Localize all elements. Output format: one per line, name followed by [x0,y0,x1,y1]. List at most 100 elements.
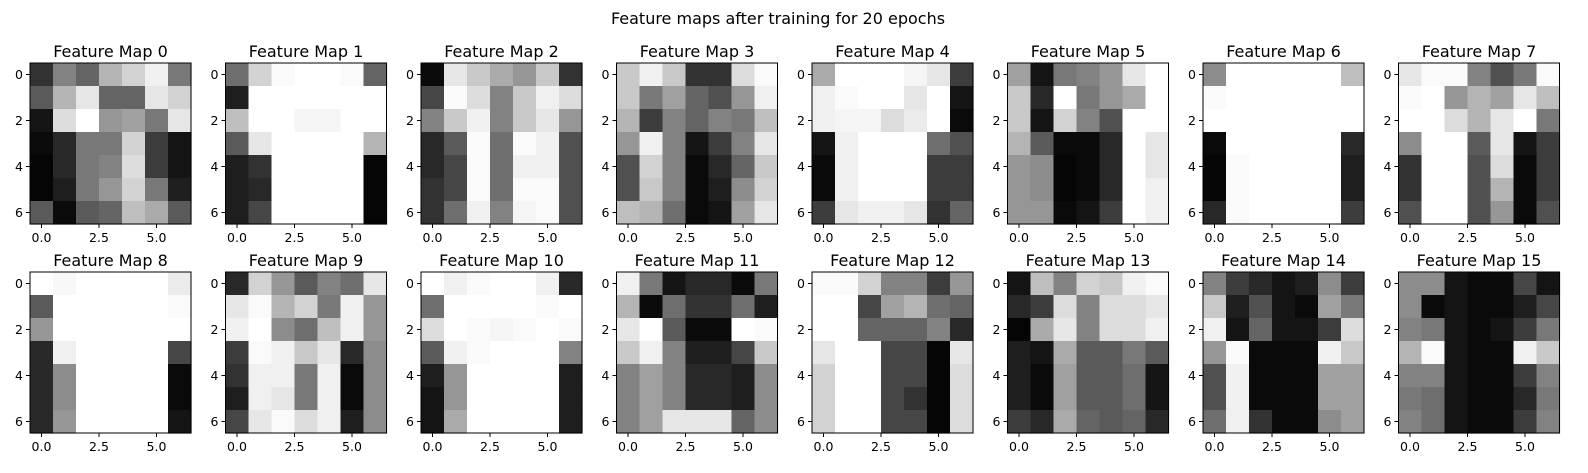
heatmap-cell [225,132,250,156]
heatmap-cell [731,387,756,411]
heatmap-cell [1272,295,1296,319]
heatmap-cell [444,364,468,388]
heatmap-cell [1444,295,1469,319]
panel-title: Feature Map 10 [439,251,564,270]
heatmap-cell [248,364,273,388]
heatmap-cell [1122,201,1147,225]
heatmap-cell [685,178,710,202]
heatmap-cell [1099,364,1124,388]
heatmap-cell [1122,364,1147,388]
heatmap-cell [467,272,491,296]
heatmap-cell [1295,410,1319,434]
heatmap-cell [421,155,445,179]
heatmap-cell [30,387,54,411]
heatmap-cell [708,364,733,388]
heatmap-cell [835,63,859,87]
heatmap-cell [444,132,468,156]
heatmap-cell [559,295,583,319]
heatmap-cell [1490,410,1515,434]
heatmap-cell [168,201,192,225]
heatmap-cell [1007,387,1032,411]
heatmap-cell [467,63,491,87]
heatmap-cell [168,295,192,319]
feature-map-3: Feature Map 3 0 2 4 6 0.0 2.5 5.0 [602,42,779,245]
y-tick-label: 6 [993,414,1001,429]
heatmap-cell [1007,201,1032,225]
heatmap-cell [340,109,365,133]
heatmap-cell [1272,387,1296,411]
axes-frame [225,271,387,434]
heatmap-cell [76,410,100,434]
heatmap-cell [76,86,100,110]
heatmap-cell [1444,86,1469,110]
heatmap-cell [1490,63,1515,87]
heatmap-cell [927,63,951,87]
heatmap-cell [1053,109,1078,133]
heatmap-cell [271,295,296,319]
heatmap-cell [294,86,319,110]
heatmap-cell [513,364,537,388]
heatmap-cell [662,155,687,179]
heatmap-cell [363,318,388,342]
heatmap-cell [950,178,974,202]
heatmap-cell [1030,132,1055,156]
y-tick-label: 2 [1188,113,1196,128]
x-tick-label: 2.5 [1262,439,1282,454]
heatmap-cell [76,364,100,388]
y-tick-label: 6 [15,205,23,220]
heatmap-cell [294,295,319,319]
heatmap-cell [1122,155,1147,179]
heatmap-cell [662,318,687,342]
heatmap-cell [1249,201,1273,225]
heatmap-cell [1053,132,1078,156]
heatmap-cell [340,132,365,156]
heatmap-cell [99,341,123,365]
heatmap-cell [421,272,445,296]
heatmap-cell [858,387,882,411]
heatmap-cell [122,109,146,133]
heatmap-cell [1444,63,1469,87]
heatmap-cell [1030,272,1055,296]
heatmap-cell [1490,272,1515,296]
x-tick-label: 0.0 [618,439,638,454]
y-tick-label: 0 [797,276,805,291]
heatmap-cell [248,272,273,296]
heatmap-cell [1053,272,1078,296]
heatmap-cell [467,132,491,156]
heatmap-cell [731,155,756,179]
heatmap-cell [708,86,733,110]
heatmap-cell [248,341,273,365]
heatmap-cell [881,272,905,296]
heatmap-cell [536,63,560,87]
heatmap-cell [1536,318,1561,342]
heatmap-cell [1467,109,1492,133]
heatmap-cell [490,295,514,319]
heatmap-cell [1341,155,1365,179]
heatmap-cell [1203,387,1227,411]
heatmap-cell [1341,387,1365,411]
heatmap-cell [1467,132,1492,156]
heatmap-cell [1226,63,1250,87]
y-tick-label: 2 [602,113,610,128]
x-tick-label: 5.0 [733,230,753,245]
heatmap-cell [639,318,664,342]
heatmap-cell [754,63,779,87]
y-tick-label: 2 [406,322,414,337]
heatmap-cell [1318,63,1342,87]
heatmap-cell [467,410,491,434]
feature-map-13: Feature Map 13 0 2 4 6 0.0 2.5 5.0 [993,251,1170,454]
x-tick-label: 2.5 [676,439,696,454]
heatmap-cell [145,272,169,296]
heatmap-cell [99,132,123,156]
heatmap-cell [76,387,100,411]
heatmap-cell [1122,295,1147,319]
heatmap-cell [1226,109,1250,133]
heatmap-cell [536,155,560,179]
heatmap-cell [731,178,756,202]
heatmap-cell [1053,86,1078,110]
heatmap-cell [145,387,169,411]
heatmap-cell [76,109,100,133]
axes-frame [420,62,583,225]
heatmap-cell [754,201,779,225]
